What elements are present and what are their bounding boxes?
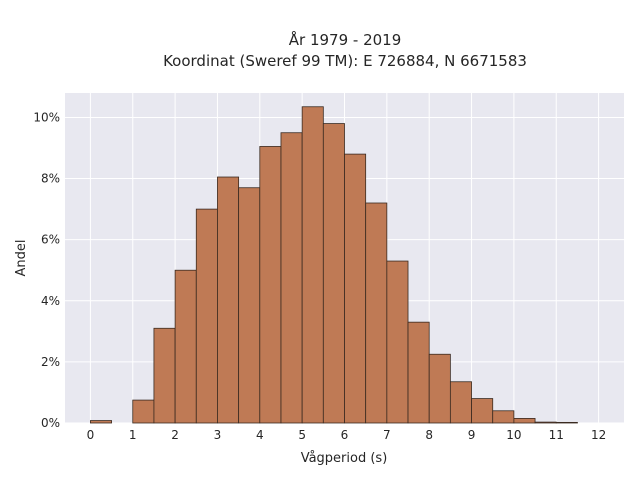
x-tick-label: 3 — [214, 428, 222, 442]
histogram-bar — [344, 153, 367, 424]
histogram-bar — [513, 418, 536, 424]
histogram-bar — [449, 381, 472, 424]
histogram-bar — [428, 353, 451, 424]
x-tick-label: 6 — [341, 428, 349, 442]
chart-title: År 1979 - 2019 Koordinat (Sweref 99 TM):… — [163, 30, 527, 70]
chart-title-line-2: Koordinat (Sweref 99 TM): E 726884, N 66… — [163, 52, 527, 70]
histogram-bar — [259, 146, 282, 424]
x-tick-label: 2 — [171, 428, 179, 442]
histogram-bar — [301, 106, 324, 424]
histogram-bar — [217, 176, 240, 424]
x-tick-label: 9 — [468, 428, 476, 442]
y-tick-label: 4% — [41, 294, 60, 308]
histogram-bar — [386, 260, 409, 424]
histogram-bar — [534, 421, 557, 424]
histogram-bar — [132, 399, 155, 424]
histogram-bar — [195, 208, 218, 424]
y-tick-label: 0% — [41, 416, 60, 430]
x-tick-label: 11 — [549, 428, 564, 442]
x-tick-label: 0 — [87, 428, 95, 442]
histogram-bar — [492, 410, 515, 424]
x-tick-label: 7 — [383, 428, 391, 442]
histogram-bar — [365, 202, 388, 424]
y-axis-ticks: 0% 2% 4% 6% 8% 10% — [33, 110, 60, 430]
histogram-bar — [153, 327, 176, 424]
x-tick-label: 5 — [298, 428, 306, 442]
x-tick-label: 12 — [591, 428, 606, 442]
histogram-bar — [280, 132, 303, 424]
histogram-bar — [174, 269, 197, 424]
x-axis-label: Vågperiod (s) — [301, 451, 388, 466]
chart-title-line-1: År 1979 - 2019 — [289, 30, 402, 49]
y-tick-label: 8% — [41, 172, 60, 186]
y-axis-label: Andel — [14, 240, 29, 277]
y-tick-label: 10% — [33, 110, 60, 124]
histogram-bars — [90, 106, 578, 424]
histogram-bar — [555, 421, 578, 424]
histogram-bar — [322, 123, 345, 424]
y-tick-label: 6% — [41, 233, 60, 247]
x-tick-label: 1 — [129, 428, 137, 442]
histogram-bar — [407, 321, 430, 424]
x-axis-ticks: 0 1 2 3 4 5 6 7 8 9 10 11 12 — [87, 428, 607, 442]
x-tick-label: 10 — [506, 428, 521, 442]
x-tick-label: 8 — [425, 428, 433, 442]
histogram-bar — [238, 187, 261, 424]
x-tick-label: 4 — [256, 428, 264, 442]
histogram-bar — [471, 398, 494, 424]
histogram-bar — [90, 420, 112, 424]
y-tick-label: 2% — [41, 355, 60, 369]
